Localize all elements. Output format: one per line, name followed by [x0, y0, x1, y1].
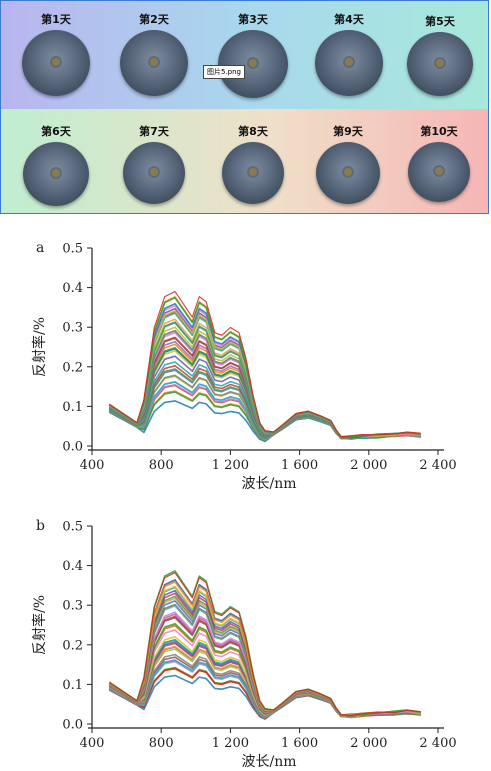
x-tick-label: 400 [80, 458, 105, 473]
sample-photo-panel: 第1天 第2天 第3天 第4天 第5天 第6天 第7天 第8天 第9天 第10天… [0, 0, 489, 214]
y-tick-label: 0.1 [62, 400, 83, 415]
y-tick-label: 0.4 [62, 559, 83, 574]
day-label: 第9天 [333, 125, 363, 138]
panel-label: a [36, 240, 44, 256]
chart-a: 0.0 0.1 0.2 0.3 0.4 0.5 400 800 1 200 1 600 2 000 2… [31, 240, 457, 492]
day-label: 第5天 [425, 15, 455, 28]
y-tick-label: 0.2 [62, 360, 83, 375]
panel-label: b [36, 518, 45, 534]
sample-disc-image [316, 142, 380, 204]
spectrum-series-line [108, 616, 421, 717]
y-tick-label: 0.3 [62, 321, 83, 336]
y-axis-label: 反射率/% [31, 317, 48, 377]
day-6-sample: 第6天 [11, 123, 101, 206]
day-5-sample: 第5天 [395, 13, 485, 96]
y-tick-label: 0.4 [62, 281, 83, 296]
day-9-sample: 第9天 [303, 123, 393, 204]
x-tick-label: 800 [149, 458, 174, 473]
x-tick-label: 400 [80, 736, 105, 751]
sample-disc-image [123, 142, 185, 204]
y-tick-label: 0.5 [62, 242, 83, 257]
day-label: 第1天 [41, 13, 71, 26]
sample-disc-image [408, 142, 470, 202]
spectrum-series-line [108, 290, 421, 438]
day-10-sample: 第10天 [394, 123, 484, 202]
x-tick-label: 1 200 [212, 458, 249, 473]
x-axis-label: 波长/nm [241, 754, 296, 770]
day-8-sample: 第8天 [208, 123, 298, 204]
y-tick-label: 0.2 [62, 638, 83, 653]
sample-disc-image [222, 142, 284, 204]
day-2-sample: 第2天 [109, 11, 199, 96]
x-tick-label: 2 400 [419, 458, 456, 473]
day-1-sample: 第1天 [11, 11, 101, 96]
sample-disc-image [218, 30, 288, 98]
y-tick-label: 0.0 [62, 718, 83, 733]
y-tick-label: 0.3 [62, 599, 83, 614]
day-4-sample: 第4天 [304, 11, 394, 96]
sample-disc-image [315, 30, 383, 96]
y-axis-label: 反射率/% [31, 595, 48, 655]
sample-disc-image [120, 30, 188, 96]
x-tick-label: 1 600 [281, 458, 318, 473]
day-label: 第2天 [139, 13, 169, 26]
day-label: 第4天 [334, 13, 364, 26]
y-tick-label: 0.5 [62, 520, 83, 535]
day-label: 第8天 [238, 125, 268, 138]
chart-b: 0.0 0.1 0.2 0.3 0.4 0.5 400 800 1 200 1 600 2 000 2… [31, 518, 457, 770]
file-name-tooltip: 图片5.png [203, 65, 246, 79]
day-3-sample: 第3天 [208, 11, 298, 98]
day-label: 第6天 [41, 125, 71, 138]
spectrum-series-line [108, 572, 421, 716]
y-tick-label: 0.0 [62, 440, 83, 455]
x-tick-label: 1 600 [281, 736, 318, 751]
day-label: 第7天 [139, 125, 169, 138]
sample-disc-image [22, 30, 90, 96]
x-tick-label: 2 400 [419, 736, 456, 751]
day-label: 第10天 [420, 125, 458, 138]
spectrum-series-line [108, 585, 421, 717]
y-tick-label: 0.1 [62, 678, 83, 693]
x-axis-label: 波长/nm [241, 476, 296, 492]
x-tick-label: 1 200 [212, 736, 249, 751]
sample-disc-image [407, 32, 473, 96]
sample-disc-image [23, 142, 89, 206]
day-7-sample: 第7天 [109, 123, 199, 204]
x-tick-label: 800 [149, 736, 174, 751]
day-label: 第3天 [238, 13, 268, 26]
x-tick-label: 2 000 [350, 458, 387, 473]
x-tick-label: 2 000 [350, 736, 387, 751]
